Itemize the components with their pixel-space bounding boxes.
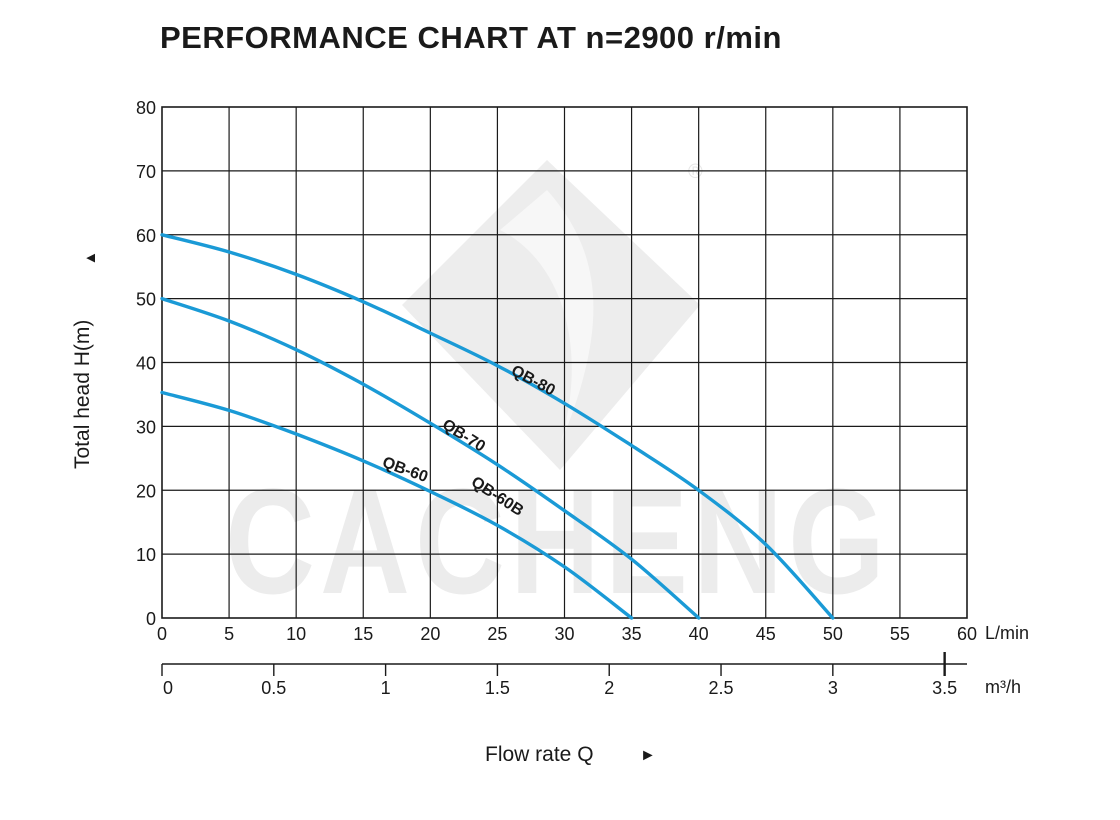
secondary-axis-ticks: 0 0.5 1 1.5 2 2.5 3 3.5 [161,652,957,698]
secondary-tick-label: 3.5 [932,678,957,698]
secondary-tick-label: 0 [163,678,173,698]
x-tick-label: 20 [420,624,440,644]
y-tick-label: 70 [136,162,156,182]
x-tick-label: 15 [353,624,373,644]
x-axis-title: Flow rate Q [485,743,594,766]
curve-qb-70 [160,296,701,620]
curves [160,233,835,620]
y-tick-label: 10 [136,545,156,565]
x-axis-ticks: 0 5 10 15 20 25 30 35 40 45 50 55 60 [157,624,977,644]
y-axis-ticks: 0 10 20 30 40 50 60 70 80 [136,98,156,629]
y-tick-label: 60 [136,226,156,246]
y-axis-arrow-icon: ▲ [82,251,99,266]
y-tick-label: 80 [136,98,156,118]
watermark: CACHENG ® [225,160,890,625]
x-tick-label: 10 [286,624,306,644]
watermark-logo-swirl [500,190,594,445]
secondary-tick-label: 2 [604,678,614,698]
watermark-logo-icon [402,160,700,470]
secondary-tick-label: 2.5 [709,678,734,698]
curve-qb-60 [160,390,634,620]
plot-frame [161,106,968,619]
x-tick-label: 35 [622,624,642,644]
watermark-text: CACHENG [225,457,890,625]
y-tick-label: 40 [136,354,156,374]
y-axis-title: Total head H(m) [71,320,94,469]
secondary-tick-label: 1.5 [485,678,510,698]
x-tick-label: 45 [756,624,776,644]
x-tick-label: 40 [689,624,709,644]
chart-title: PERFORMANCE CHART AT n=2900 r/min [160,20,782,55]
x2-unit-label: m³/h [985,677,1021,697]
curve-qb-80 [160,233,835,620]
y-tick-label: 20 [136,481,156,501]
y-tick-label: 50 [136,290,156,310]
x-axis-arrow-icon: ► [640,747,656,764]
grid [162,107,967,618]
x-tick-label: 55 [890,624,910,644]
y-tick-label: 30 [136,417,156,437]
x-unit-label: L/min [985,623,1029,643]
x-tick-label: 5 [224,624,234,644]
y-tick-label: 0 [146,609,156,629]
watermark-registered-mark: ® [688,161,703,183]
x-tick-label: 25 [487,624,507,644]
secondary-tick-label: 1 [381,678,391,698]
x-tick-label: 60 [957,624,977,644]
secondary-tick-label: 0.5 [261,678,286,698]
x-tick-label: 30 [554,624,574,644]
secondary-tick-label: 3 [828,678,838,698]
curve-label-qb-70: QB-70 [439,416,488,455]
x-tick-label: 0 [157,624,167,644]
x-tick-label: 50 [823,624,843,644]
